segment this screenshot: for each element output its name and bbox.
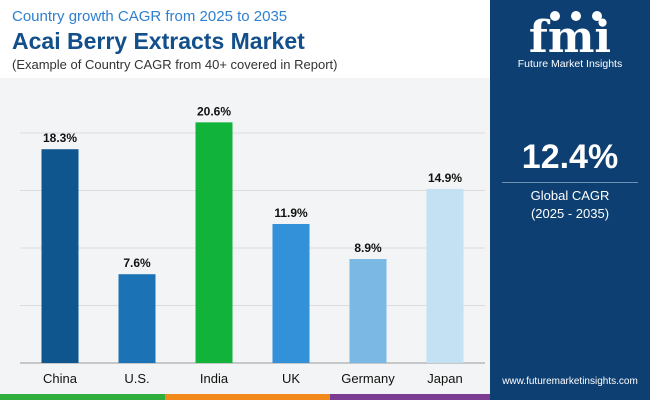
bar-uk	[272, 223, 310, 363]
bottom-bar-green	[0, 394, 165, 400]
global-cagr-label: Global CAGR	[530, 188, 610, 203]
bottom-bar-purple	[330, 394, 490, 400]
bar-japan	[426, 188, 464, 363]
x-tick-label: UK	[282, 371, 300, 386]
bottom-color-bar	[0, 394, 490, 400]
data-label: 14.9%	[428, 171, 462, 185]
x-tick-label: Japan	[427, 371, 462, 386]
global-cagr-period: (2025 - 2035)	[530, 206, 610, 221]
website-url: www.futuremarketinsights.com	[502, 376, 638, 387]
chart-subtitle: Country growth CAGR from 2025 to 2035	[12, 8, 288, 25]
x-tick-label: India	[200, 371, 229, 386]
fmi-logo-icon: fmi	[529, 11, 611, 56]
chart-title: Acai Berry Extracts Market	[12, 28, 305, 54]
x-tick-label: China	[43, 371, 78, 386]
chart-header: Country growth CAGR from 2025 to 2035 Ac…	[0, 0, 490, 78]
bar-germany	[349, 259, 387, 363]
bar-china	[41, 149, 79, 363]
bar-india	[195, 122, 233, 363]
x-tick-label: Germany	[341, 371, 395, 386]
bar-chart: 18.3% China 7.6% U.S. 20.6% India 11.9% UK 8.9% G…	[20, 104, 485, 386]
chart-note: (Example of Country CAGR from 40+ covere…	[12, 57, 338, 72]
side-panel: fmi Future Market Insights 12.4% Global …	[490, 0, 650, 400]
global-cagr-value: 12.4%	[521, 138, 619, 176]
chart-area: 18.3% China 7.6% U.S. 20.6% India 11.9% UK 8.9% G…	[0, 78, 490, 394]
bottom-bar-orange	[165, 394, 330, 400]
data-label: 8.9%	[354, 241, 382, 255]
bar-us	[118, 274, 156, 363]
cagr-divider	[502, 182, 638, 183]
data-label: 18.3%	[43, 131, 77, 145]
x-tick-label: U.S.	[124, 371, 149, 386]
data-label: 20.6%	[197, 104, 231, 118]
brand-name: Future Market Insights	[517, 58, 623, 70]
data-label: 11.9%	[274, 206, 308, 220]
data-label: 7.6%	[123, 256, 151, 270]
